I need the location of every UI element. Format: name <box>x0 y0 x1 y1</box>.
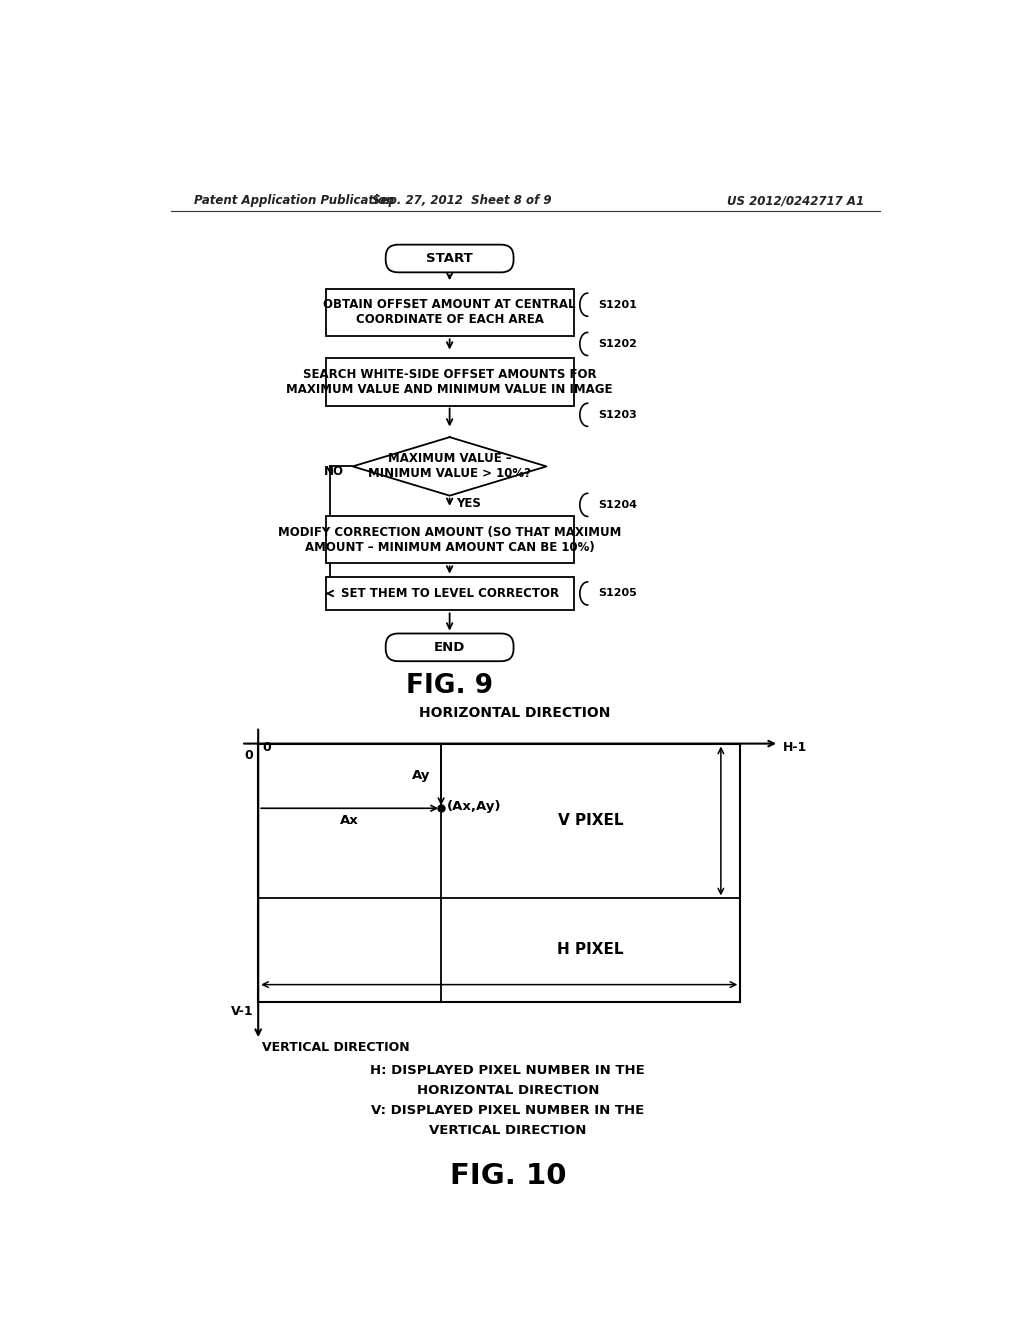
Text: OBTAIN OFFSET AMOUNT AT CENTRAL
COORDINATE OF EACH AREA: OBTAIN OFFSET AMOUNT AT CENTRAL COORDINA… <box>324 298 575 326</box>
Text: Sep. 27, 2012  Sheet 8 of 9: Sep. 27, 2012 Sheet 8 of 9 <box>372 194 551 207</box>
Bar <box>326 577 573 610</box>
Bar <box>326 516 573 564</box>
FancyBboxPatch shape <box>386 244 514 272</box>
Text: VERTICAL DIRECTION: VERTICAL DIRECTION <box>429 1125 587 1138</box>
Text: S1205: S1205 <box>598 589 637 598</box>
Text: MAXIMUM VALUE –
MINIMUM VALUE > 10%?: MAXIMUM VALUE – MINIMUM VALUE > 10%? <box>368 453 531 480</box>
Text: SEARCH WHITE-SIDE OFFSET AMOUNTS FOR
MAXIMUM VALUE AND MINIMUM VALUE IN IMAGE: SEARCH WHITE-SIDE OFFSET AMOUNTS FOR MAX… <box>287 368 613 396</box>
Polygon shape <box>352 437 547 496</box>
Text: FIG. 9: FIG. 9 <box>407 673 494 698</box>
Text: FIG. 10: FIG. 10 <box>450 1162 566 1189</box>
Text: H: DISPLAYED PIXEL NUMBER IN THE: H: DISPLAYED PIXEL NUMBER IN THE <box>371 1064 645 1077</box>
FancyBboxPatch shape <box>386 634 514 661</box>
Text: START: START <box>426 252 473 265</box>
Text: Ay: Ay <box>412 770 430 783</box>
Text: Ax: Ax <box>340 814 359 828</box>
Text: NO: NO <box>324 465 343 478</box>
Text: (Ax,Ay): (Ax,Ay) <box>447 800 502 813</box>
Text: US 2012/0242717 A1: US 2012/0242717 A1 <box>727 194 864 207</box>
Text: V PIXEL: V PIXEL <box>558 813 624 828</box>
Text: 0: 0 <box>263 742 271 754</box>
Text: VERTICAL DIRECTION: VERTICAL DIRECTION <box>262 1041 410 1055</box>
Bar <box>326 358 573 405</box>
Text: YES: YES <box>456 496 480 510</box>
Text: S1201: S1201 <box>598 300 637 310</box>
Text: 0: 0 <box>245 750 254 763</box>
Bar <box>326 289 573 337</box>
Text: S1204: S1204 <box>598 500 637 510</box>
Text: S1202: S1202 <box>598 339 637 348</box>
Text: MODIFY CORRECTION AMOUNT (SO THAT MAXIMUM
AMOUNT – MINIMUM AMOUNT CAN BE 10%): MODIFY CORRECTION AMOUNT (SO THAT MAXIMU… <box>278 525 622 553</box>
Text: V: DISPLAYED PIXEL NUMBER IN THE: V: DISPLAYED PIXEL NUMBER IN THE <box>371 1105 644 1118</box>
Text: HORIZONTAL DIRECTION: HORIZONTAL DIRECTION <box>419 706 610 719</box>
Text: H PIXEL: H PIXEL <box>557 942 624 957</box>
Text: H-1: H-1 <box>783 742 807 754</box>
Text: HORIZONTAL DIRECTION: HORIZONTAL DIRECTION <box>417 1084 599 1097</box>
Text: Patent Application Publication: Patent Application Publication <box>194 194 394 207</box>
Text: END: END <box>434 640 465 653</box>
Text: V-1: V-1 <box>231 1006 254 1019</box>
Text: S1203: S1203 <box>598 409 637 420</box>
Text: SET THEM TO LEVEL CORRECTOR: SET THEM TO LEVEL CORRECTOR <box>341 587 559 601</box>
